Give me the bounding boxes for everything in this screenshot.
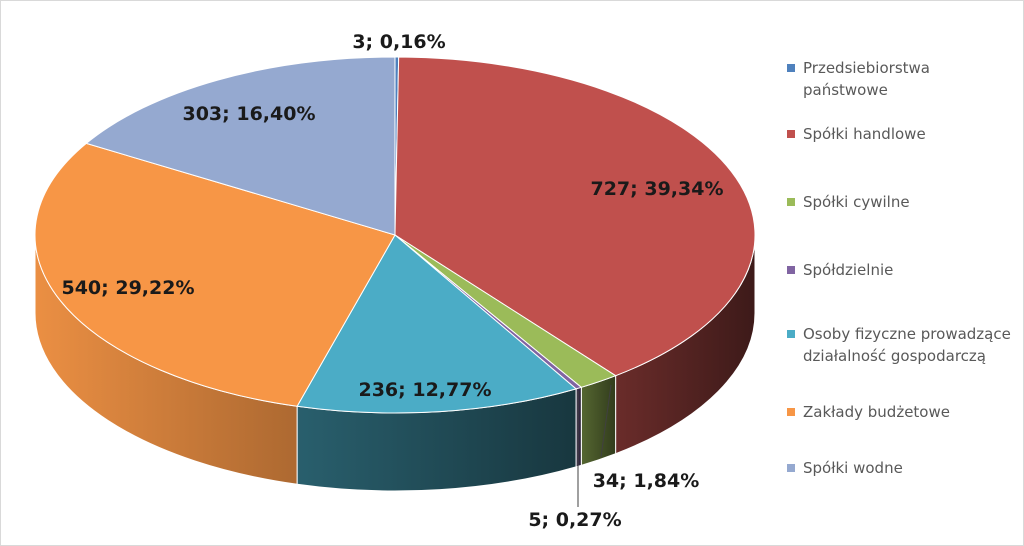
legend-swatch — [787, 266, 795, 274]
legend-swatch — [787, 464, 795, 472]
data-label-spoldzielnie: 5; 0,27% — [528, 509, 621, 531]
legend-swatch — [787, 198, 795, 206]
legend-label: Zakłady budżetowe — [803, 403, 950, 421]
legend-label: Spółdzielnie — [803, 261, 894, 279]
data-label-zaklady-budzetowe: 540; 29,22% — [61, 277, 194, 299]
data-label-osoby-fizyczne-prowadzace-dzialalnosc-gospodarcza: 236; 12,77% — [358, 379, 491, 401]
legend-label: Przedsiebiorstwa państwowe — [803, 59, 930, 99]
pie-top-faces — [34, 56, 756, 414]
legend-label: Spółki cywilne — [803, 193, 910, 211]
pie-slice-spolki-handlowe — [394, 56, 756, 377]
legend-swatch — [787, 408, 795, 416]
legend-label: Osoby fizyczne prowadzące działalność go… — [803, 325, 1011, 365]
pie-side-walls — [34, 234, 756, 492]
legend-label: Spółki handlowe — [803, 125, 926, 143]
legend-swatch — [787, 130, 795, 138]
data-label-spolki-wodne: 303; 16,40% — [182, 103, 315, 125]
pie-slice-spolki-wodne — [85, 56, 396, 236]
pie-side-spoldzielnie — [575, 386, 582, 468]
data-label-spolki-cywilne: 34; 1,84% — [593, 470, 700, 492]
legend-label: Spółki wodne — [803, 459, 903, 477]
data-label-przedsiebiorstwa-panstwowe: 3; 0,16% — [352, 31, 445, 53]
legend-swatch — [787, 64, 795, 72]
legend-swatch — [787, 330, 795, 338]
data-labels: 3; 0,16% 727; 39,34% 34; 1,84% 5; 0,27% 236;… — [61, 31, 723, 531]
pie-slice-osoby-fizyczne-prowadzace-dzialalnosc-gospodarcza — [296, 234, 578, 414]
leader-line-spolki-cywilne — [600, 384, 612, 458]
data-label-spolki-handlowe: 727; 39,34% — [590, 178, 723, 200]
pie-slice-zaklady-budzetowe — [34, 142, 396, 407]
